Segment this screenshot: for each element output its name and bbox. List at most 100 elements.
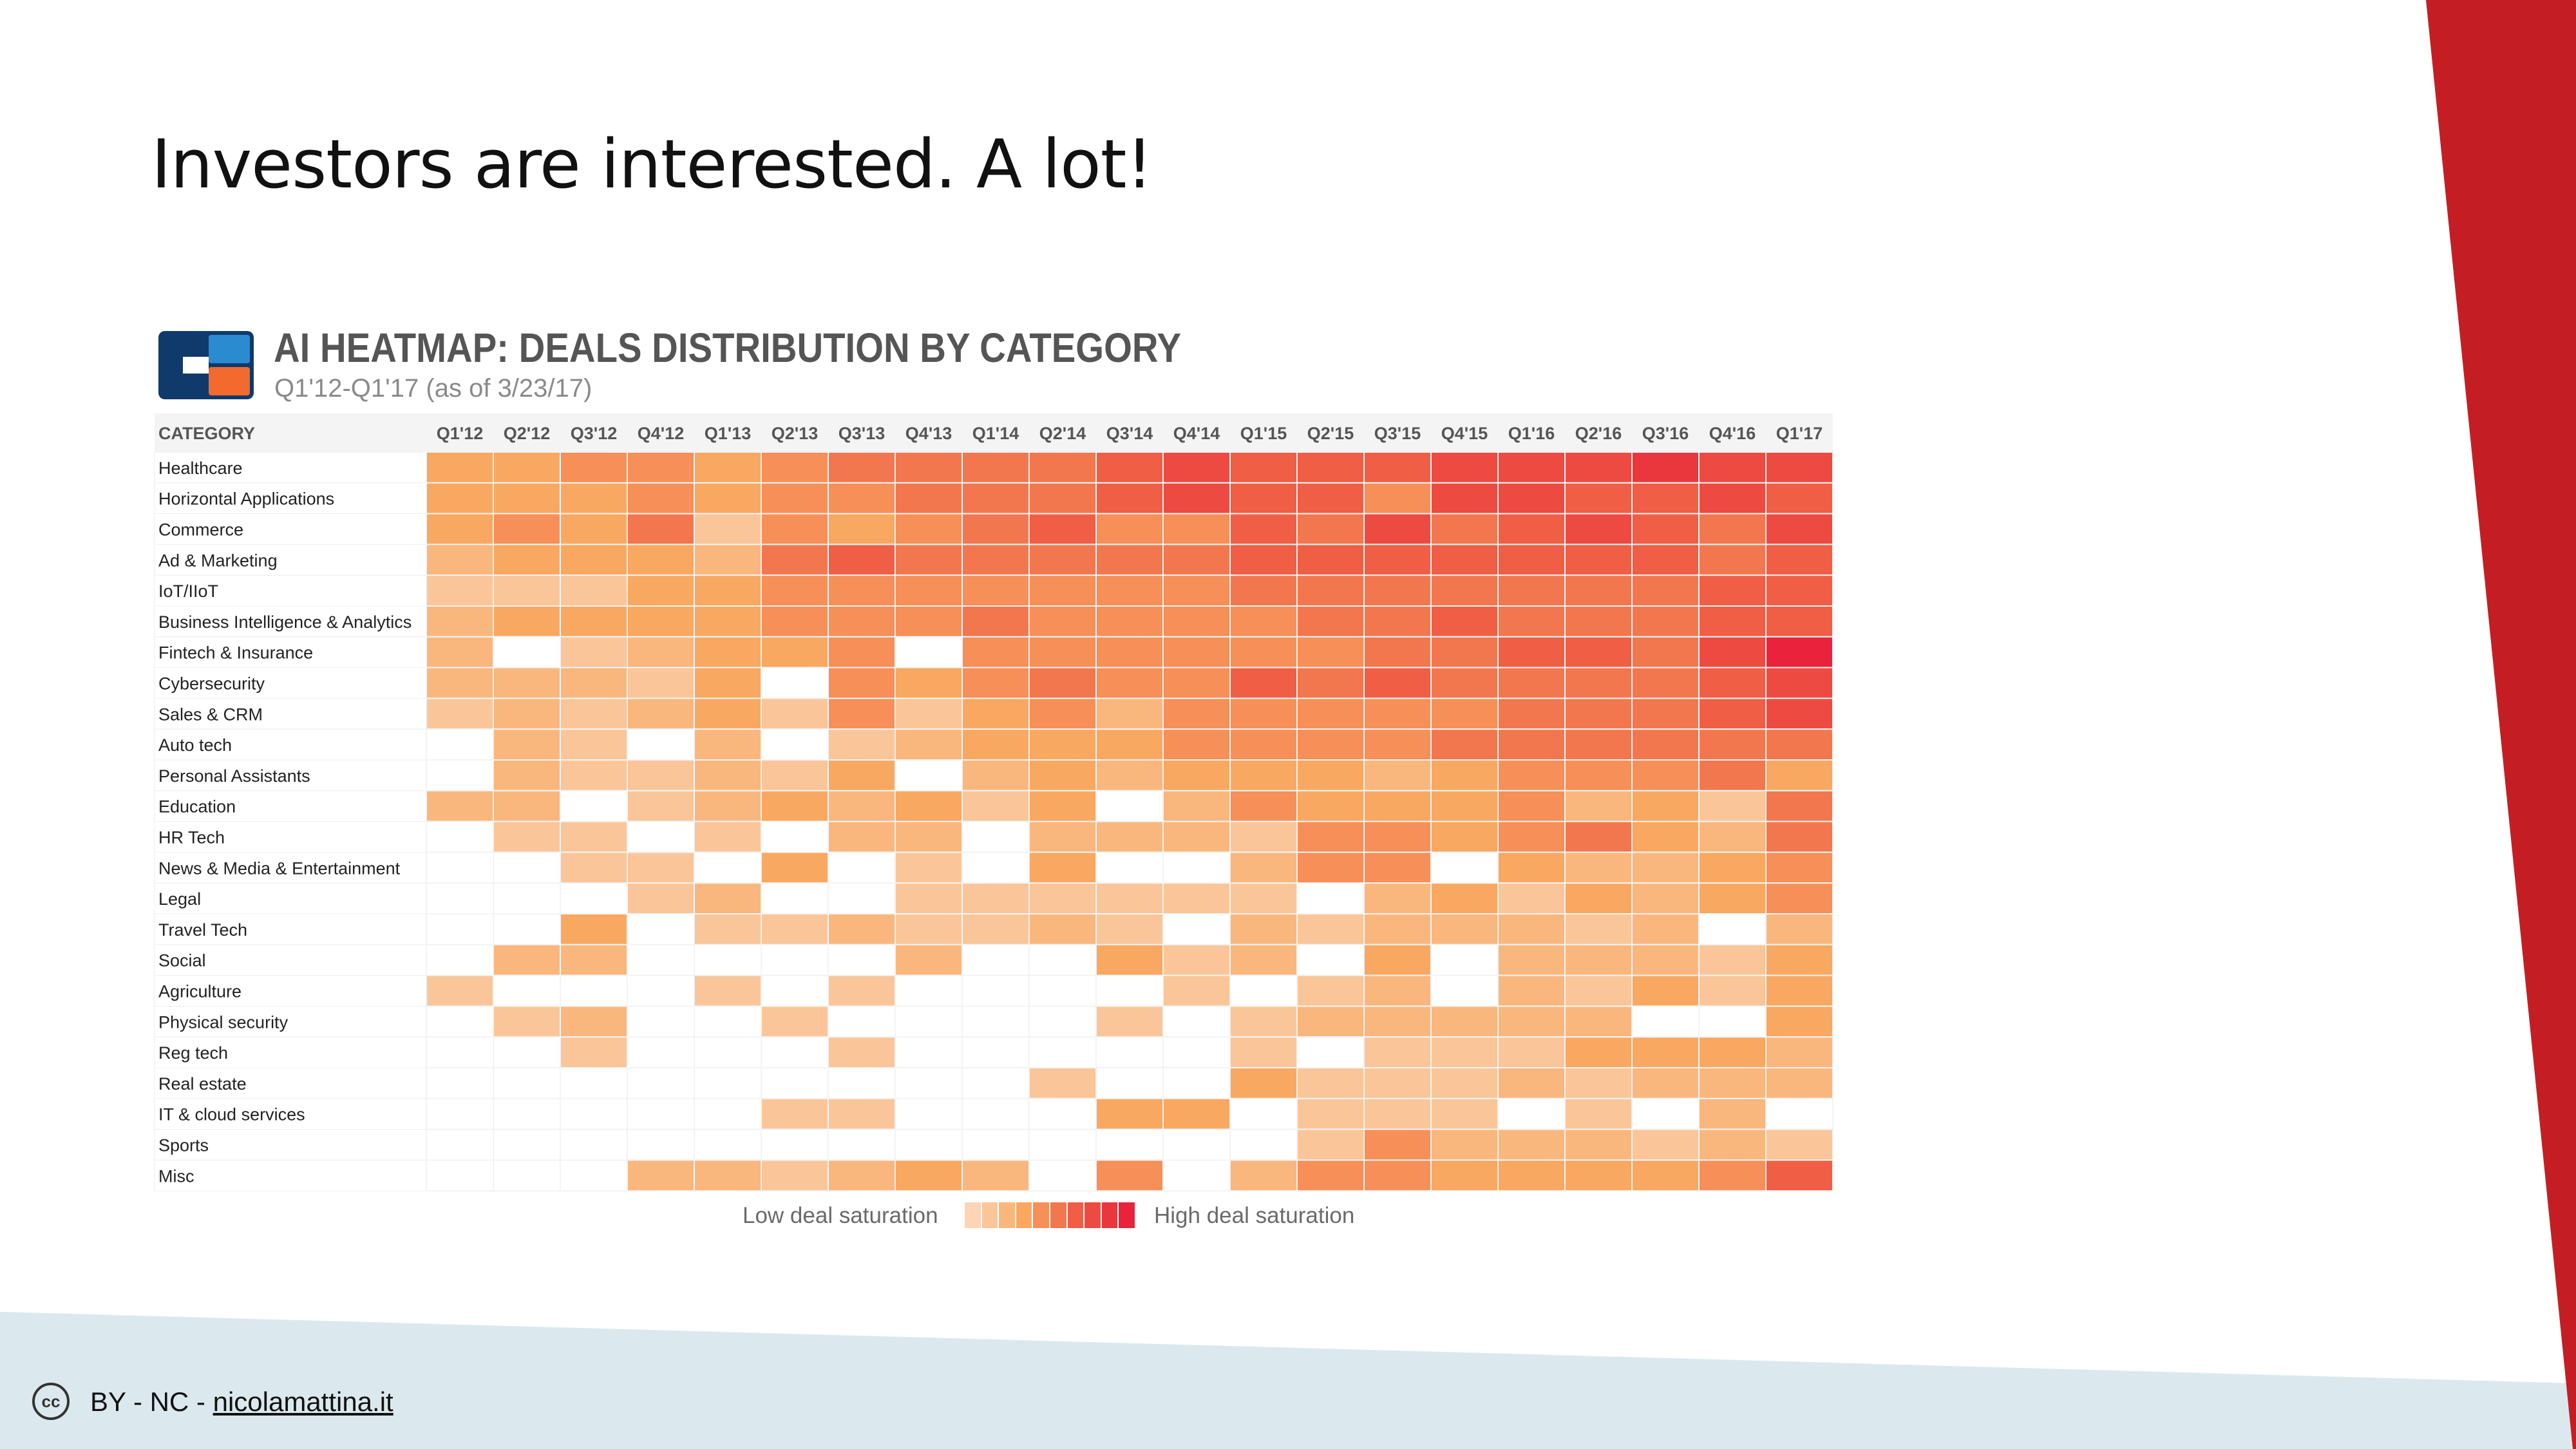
heatmap-cell: [493, 728, 561, 761]
heatmap-cell: [761, 1128, 829, 1161]
heatmap-cell: [895, 636, 963, 668]
heatmap-cell: [694, 759, 762, 791]
column-label: Q2'15: [1307, 424, 1354, 443]
heatmap-cell: [694, 1159, 762, 1192]
heatmap-cell: [1363, 913, 1432, 945]
heatmap-cell: [426, 1097, 494, 1130]
heatmap-cell: [828, 1097, 896, 1130]
heatmap-cell: [627, 605, 695, 638]
heatmap-cell: [694, 667, 762, 699]
heatmap-cell: [1698, 451, 1766, 484]
heatmap-cell: [1765, 728, 1833, 761]
heatmap-cell: [895, 820, 963, 853]
heatmap-cell: [828, 1067, 896, 1099]
heatmap-cell: [1430, 851, 1499, 884]
heatmap-cell: [961, 1097, 1030, 1130]
heatmap-cell: [1631, 728, 1700, 761]
heatmap-cell: [1028, 882, 1097, 915]
heatmap-cell: [1162, 851, 1231, 884]
heatmap-cell: [694, 636, 762, 668]
heatmap-cell: [1028, 451, 1097, 484]
heatmap-cell: [1296, 1097, 1365, 1130]
heatmap-cell: [1564, 697, 1633, 730]
heatmap-cell: [1162, 482, 1231, 515]
heatmap-cell: [1497, 1097, 1566, 1130]
heatmap-cell: [1631, 1159, 1700, 1192]
heatmap-cell: [493, 820, 561, 853]
heatmap-cell: [1497, 1128, 1566, 1161]
heatmap-cell: [560, 759, 628, 791]
heatmap-cell: [895, 790, 963, 822]
heatmap-cell: [560, 820, 628, 853]
heatmap-cell: [1497, 882, 1566, 915]
heatmap-cell: [560, 913, 628, 945]
heatmap-cell: [1765, 513, 1833, 545]
row-label: Physical security: [158, 1012, 289, 1032]
heatmap-cell: [493, 697, 561, 730]
heatmap-cell: [627, 574, 695, 607]
heatmap-cell: [1162, 574, 1231, 607]
heatmap-cell: [1564, 913, 1633, 945]
heatmap-cell: [627, 482, 695, 515]
footer-link[interactable]: nicolamattina.it: [213, 1387, 393, 1417]
heatmap-cell: [694, 697, 762, 730]
heatmap-cell: [627, 759, 695, 791]
heatmap-cell: [1430, 667, 1499, 699]
heatmap-cell: [1363, 697, 1432, 730]
heatmap-cell: [1229, 1097, 1298, 1130]
heatmap-cell: [426, 667, 494, 699]
heatmap-cell: [1765, 1159, 1833, 1192]
row-label: Sports: [158, 1136, 209, 1155]
heatmap-cell: [426, 1067, 494, 1099]
heatmap-cell: [1363, 544, 1432, 576]
heatmap-cell: [1028, 759, 1097, 791]
heatmap-cell: [1564, 451, 1633, 484]
heatmap-cell: [694, 851, 762, 884]
heatmap-cell: [1162, 544, 1231, 576]
heatmap-cell: [1095, 544, 1164, 576]
column-label: Q1'17: [1776, 424, 1823, 443]
heatmap-cell: [1497, 636, 1566, 668]
row-label: IT & cloud services: [158, 1105, 305, 1124]
heatmap-cell: [694, 913, 762, 945]
heatmap-cell: [1229, 636, 1298, 668]
heatmap-cell: [560, 790, 628, 822]
heatmap-cell: [493, 605, 561, 638]
heatmap-cell: [1363, 820, 1432, 853]
heatmap-cell: [1698, 820, 1766, 853]
heatmap-cell: [1162, 636, 1231, 668]
heatmap-cell: [1564, 1005, 1633, 1038]
heatmap-cell: [426, 943, 494, 976]
heatmap-cell: [426, 1159, 494, 1192]
heatmap-cell: [694, 1067, 762, 1099]
heatmap-cell: [426, 513, 494, 545]
heatmap-cell: [694, 451, 762, 484]
heatmap-cell: [828, 1159, 896, 1192]
heatmap-cell: [828, 882, 896, 915]
heatmap-cell: [1296, 913, 1365, 945]
heatmap-cell: [1296, 790, 1365, 822]
heatmap-cell: [627, 974, 695, 1007]
heatmap-cell: [761, 451, 829, 484]
heatmap-cell: [895, 1159, 963, 1192]
heatmap-cell: [895, 697, 963, 730]
footer-credit: BY - NC - nicolamattina.it: [90, 1385, 393, 1419]
heatmap-cell: [1631, 790, 1700, 822]
row-label-cell: [154, 882, 427, 914]
heatmap-cell: [1095, 482, 1164, 515]
heatmap-cell: [1698, 697, 1766, 730]
column-label: Q4'16: [1709, 424, 1756, 443]
heatmap-cell: [1229, 759, 1298, 791]
heatmap-cell: [1095, 513, 1164, 545]
heatmap-cell: [493, 1036, 561, 1069]
heatmap-cell: [895, 759, 963, 791]
row-label: IoT/IIoT: [158, 582, 218, 601]
heatmap-cell: [1698, 974, 1766, 1007]
heatmap-cell: [895, 451, 963, 484]
heatmap-cell: [961, 974, 1030, 1007]
heatmap-cell: [828, 1005, 896, 1038]
heatmap-cell: [1497, 513, 1566, 545]
heatmap-cell: [761, 882, 829, 915]
heatmap-cell: [560, 728, 628, 761]
heatmap-cell: [1095, 1128, 1164, 1161]
